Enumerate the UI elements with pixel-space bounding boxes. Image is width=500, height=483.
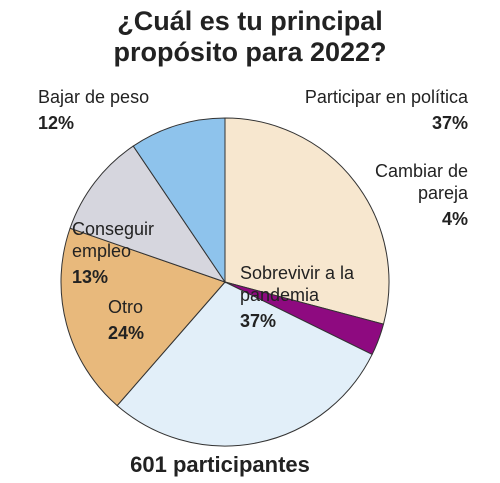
slice-label: Participar en política 37%	[228, 86, 468, 134]
slice-name: Otro	[108, 297, 144, 317]
pie-slice	[69, 145, 227, 283]
slice-label: Otro 24%	[108, 296, 188, 344]
slice-name: Bajar de peso	[38, 87, 150, 107]
slice-name: Conseguir empleo	[72, 219, 155, 261]
pie-slice	[60, 227, 226, 407]
slice-percent: 37%	[431, 113, 468, 133]
slice-percent: 4%	[441, 209, 468, 229]
pie-slice	[116, 281, 373, 447]
pie-slice	[132, 117, 226, 284]
slice-name: Participar en política	[304, 87, 468, 107]
slice-label: Bajar de peso 12%	[38, 86, 198, 134]
slice-name: Cambiar de pareja	[374, 161, 468, 203]
chart-title: ¿Cuál es tu principal propósito para 202…	[113, 6, 387, 67]
slice-percent: 12%	[38, 113, 75, 133]
participants-note: 601 participantes	[130, 452, 310, 477]
slice-percent: 13%	[72, 267, 109, 287]
slice-percent: 37%	[240, 311, 277, 331]
slice-percent: 24%	[108, 323, 145, 343]
slice-label: Cambiar de pareja 4%	[358, 160, 468, 230]
pie-slice	[224, 117, 390, 325]
slice-name: Sobrevivir a la pandemia	[240, 263, 355, 305]
slice-label: Conseguir empleo 13%	[72, 218, 172, 288]
slice-label: Sobrevivir a la pandemia 37%	[240, 262, 390, 332]
